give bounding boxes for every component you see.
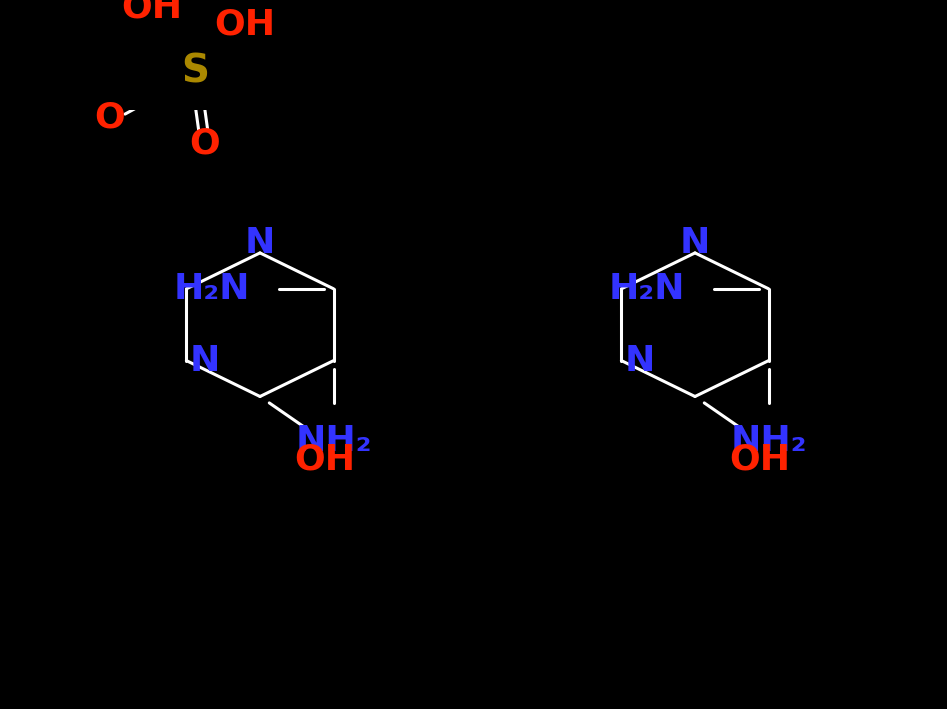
Text: NH₂: NH₂	[295, 424, 372, 458]
Text: O: O	[189, 126, 221, 160]
Text: N: N	[624, 344, 654, 378]
Text: OH: OH	[295, 443, 355, 477]
Text: N: N	[189, 344, 220, 378]
Text: S: S	[181, 52, 209, 90]
Text: H₂N: H₂N	[609, 272, 686, 306]
Text: OH: OH	[121, 0, 183, 25]
Text: OH: OH	[729, 443, 791, 477]
Text: N: N	[680, 225, 710, 259]
Text: OH: OH	[214, 8, 276, 42]
Text: O: O	[95, 101, 125, 135]
Text: N: N	[245, 225, 276, 259]
Text: H₂N: H₂N	[174, 272, 251, 306]
Text: NH₂: NH₂	[730, 424, 807, 458]
